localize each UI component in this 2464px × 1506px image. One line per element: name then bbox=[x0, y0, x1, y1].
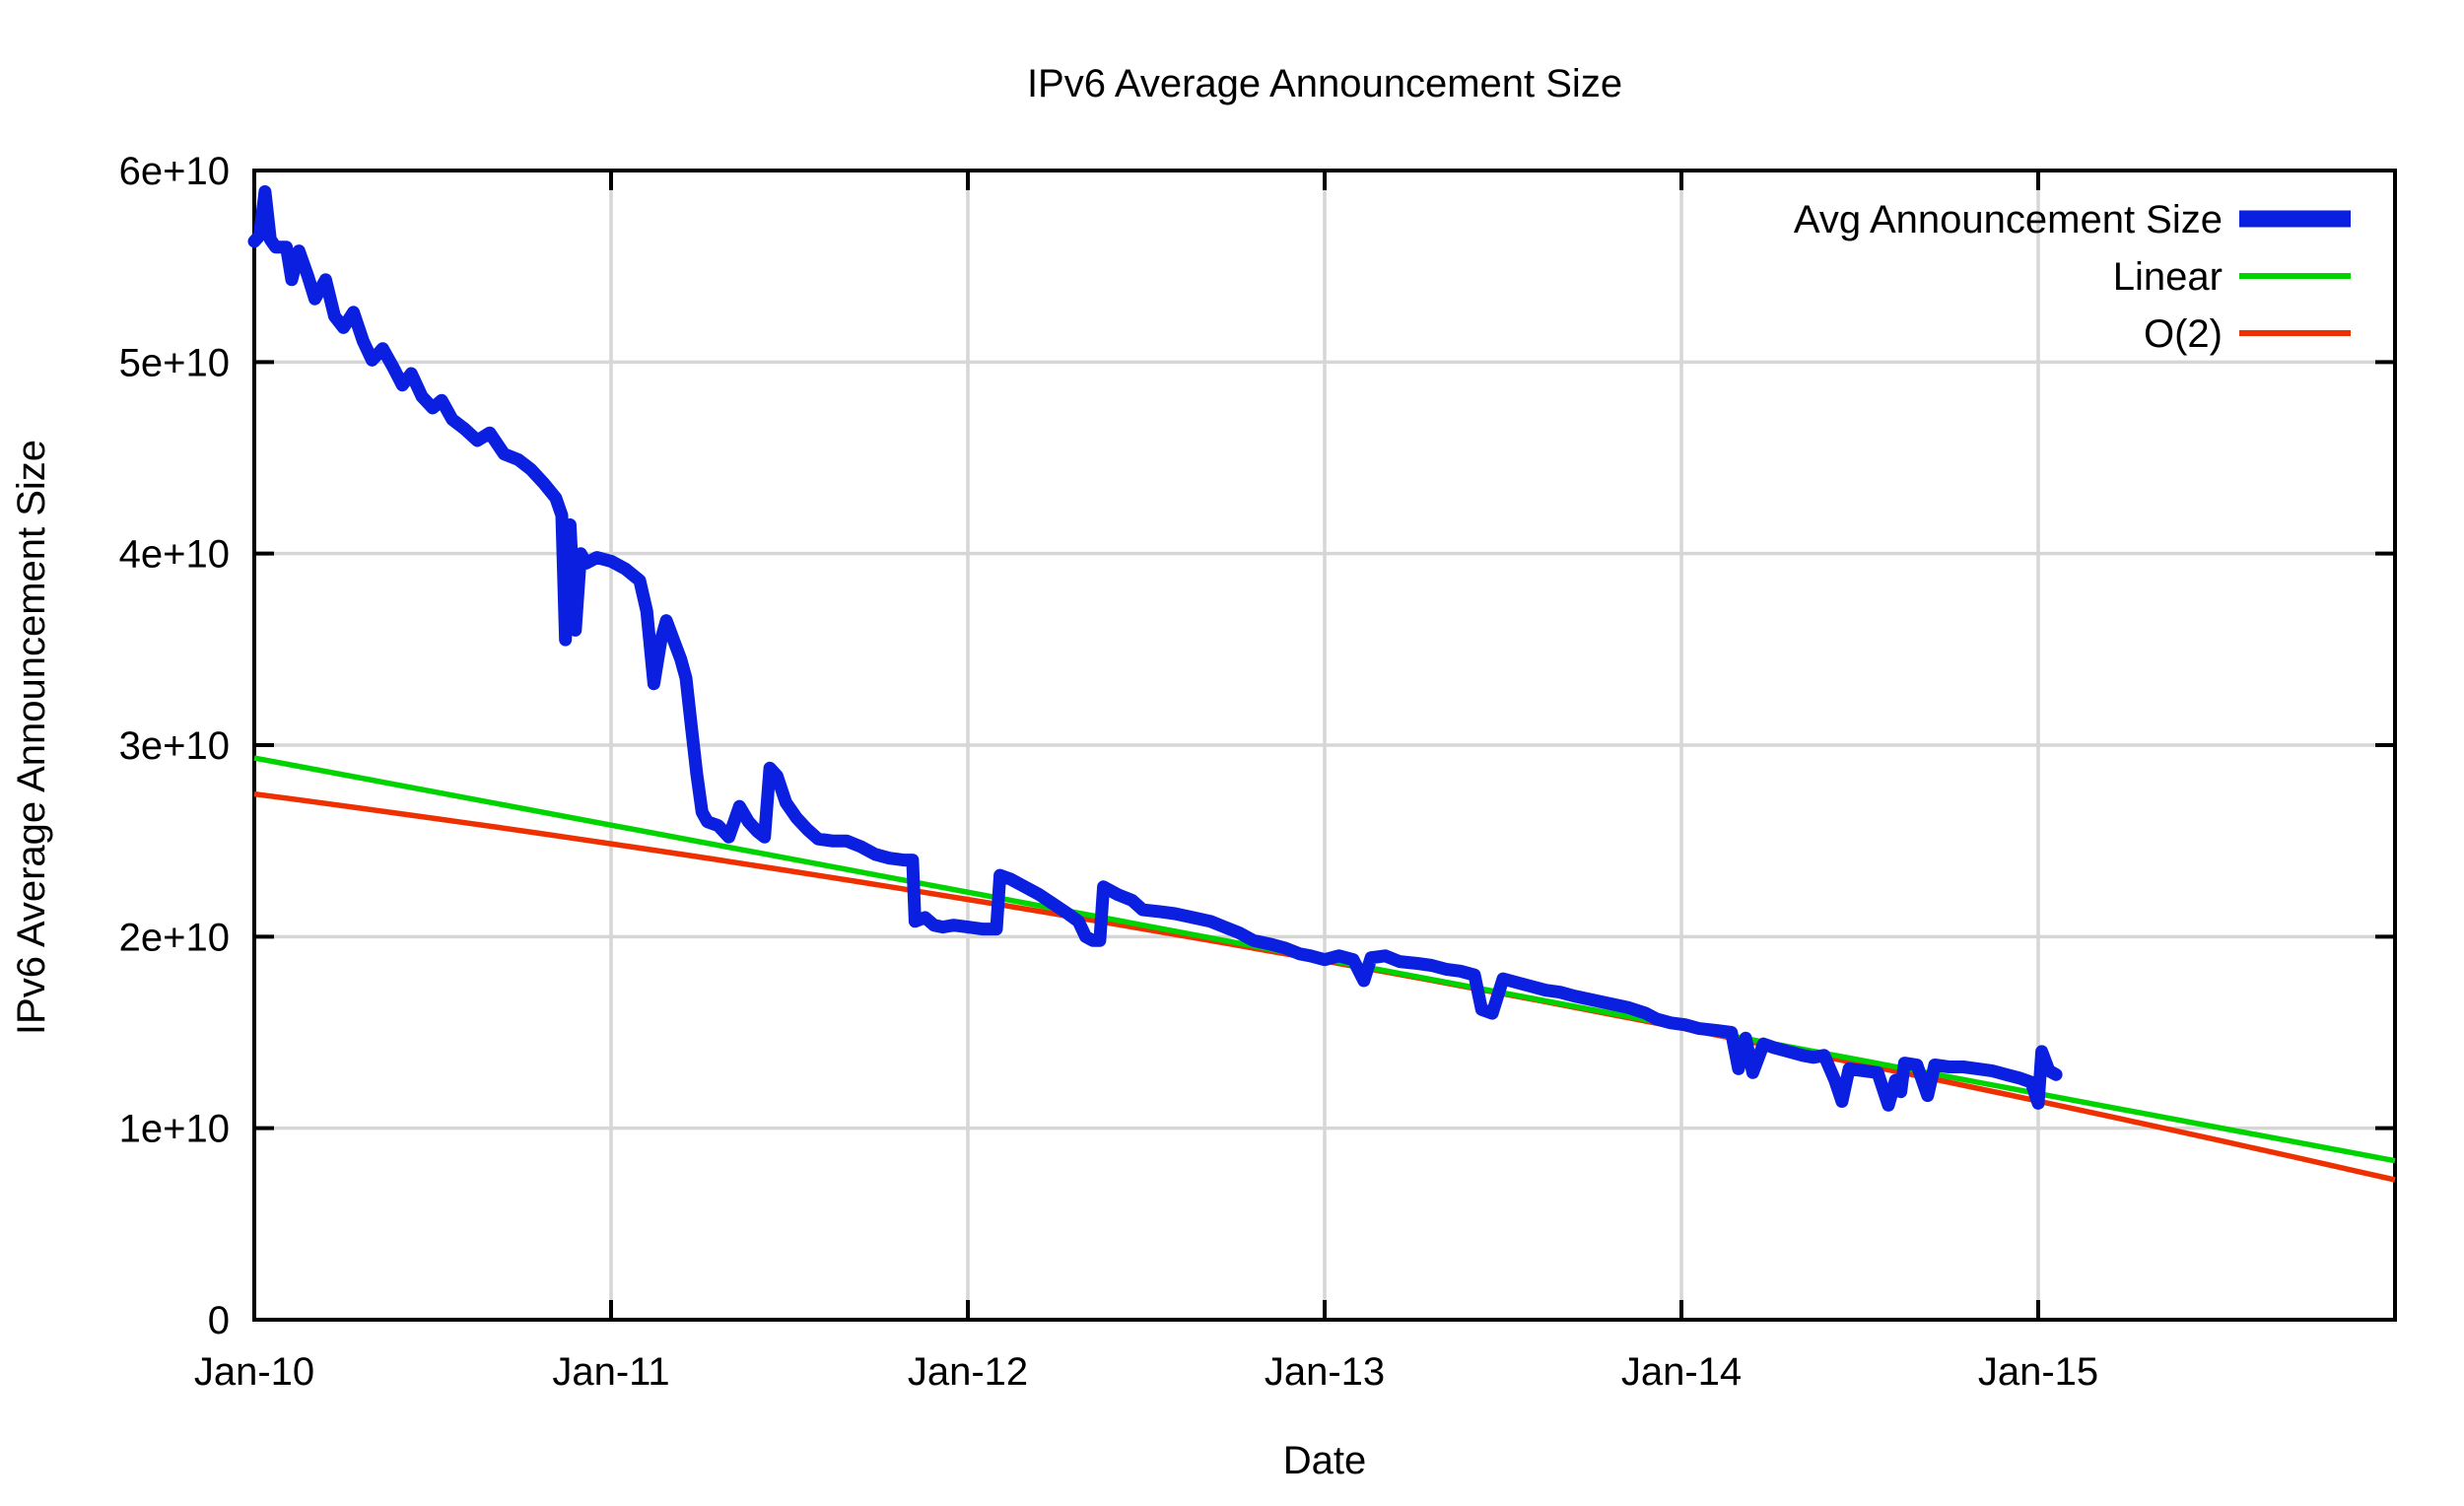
x-axis-label: Date bbox=[1283, 1439, 1367, 1482]
legend-label: O(2) bbox=[2144, 312, 2223, 356]
data-series bbox=[247, 184, 2396, 1183]
legend: Avg Announcement Size Linear O(2) bbox=[1794, 198, 2351, 356]
x-tick-label: Jan-15 bbox=[1978, 1350, 2098, 1394]
y-tick-label: 0 bbox=[208, 1299, 230, 1342]
legend-label: Linear bbox=[2113, 255, 2223, 299]
y-tick-label: 5e+10 bbox=[119, 341, 230, 384]
y-tick-label: 3e+10 bbox=[119, 724, 230, 768]
y-tick-label: 4e+10 bbox=[119, 533, 230, 577]
y-axis-label: IPv6 Average Announcement Size bbox=[10, 440, 53, 1035]
y-tick-label: 6e+10 bbox=[119, 150, 230, 193]
tick-marks bbox=[252, 169, 2395, 1322]
chart-title: IPv6 Average Announcement Size bbox=[1027, 62, 1622, 105]
legend-label: Avg Announcement Size bbox=[1794, 198, 2223, 241]
y-tick-label: 1e+10 bbox=[119, 1108, 230, 1151]
x-tick-label: Jan-10 bbox=[194, 1350, 314, 1394]
y-tick-label: 2e+10 bbox=[119, 916, 230, 959]
x-tick-label: Jan-12 bbox=[908, 1350, 1028, 1394]
gridlines bbox=[254, 171, 2395, 1320]
x-tick-label: Jan-14 bbox=[1621, 1350, 1742, 1394]
x-tick-label: Jan-11 bbox=[552, 1350, 669, 1394]
tick-labels: Jan-10 Jan-11 Jan-12 Jan-13 Jan-14 Jan-15 0 1e+… bbox=[119, 150, 2099, 1394]
avg-announcement-size-line bbox=[247, 184, 2063, 1112]
x-tick-label: Jan-13 bbox=[1265, 1350, 1385, 1394]
